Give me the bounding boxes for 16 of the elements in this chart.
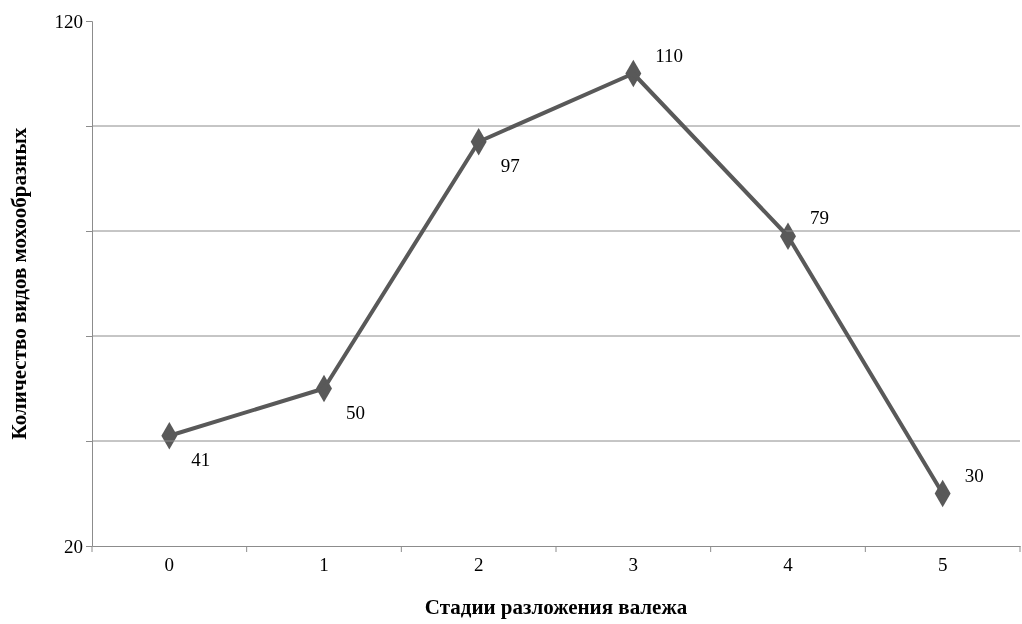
data-label: 79 (810, 207, 829, 229)
data-label: 97 (500, 154, 520, 176)
y-axis-title: Количество видов мохообразных (7, 127, 31, 440)
x-tick-label: 5 (937, 554, 948, 576)
data-label: 41 (191, 448, 211, 470)
data-label: 50 (346, 401, 365, 423)
x-axis-title: Стадии разложения валежа (424, 595, 688, 619)
x-tick-label: 4 (783, 554, 794, 576)
data-label: 110 (655, 44, 684, 66)
y-tick-label: 120 (54, 10, 83, 32)
y-tick-label: 20 (64, 535, 83, 557)
data-label: 30 (964, 464, 984, 486)
x-tick-label: 3 (628, 554, 639, 576)
x-tick-label: 1 (319, 554, 329, 576)
x-tick-label: 2 (473, 554, 484, 576)
x-tick-label: 0 (164, 554, 175, 576)
